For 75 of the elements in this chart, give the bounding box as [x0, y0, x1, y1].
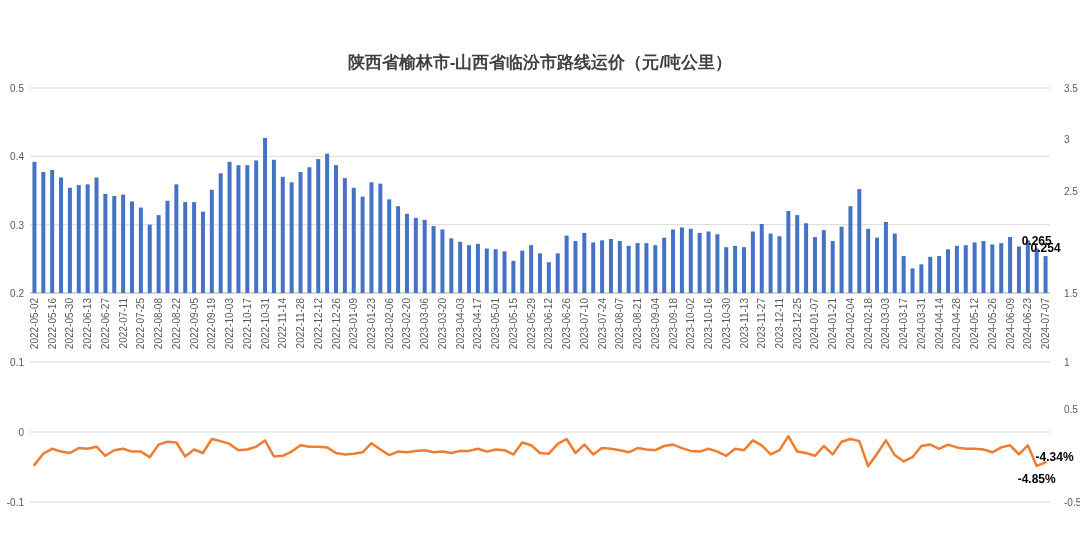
- x-tick-label: 2022-10-03: [224, 297, 236, 350]
- x-tick-label: 2023-12-11: [773, 297, 785, 349]
- x-tick-label: 2022-07-11: [117, 297, 129, 349]
- y-tick-label: 0.5: [10, 83, 25, 94]
- y2-tick-label: 1: [1064, 357, 1070, 368]
- x-tick-label: 2022-12-12: [312, 297, 324, 350]
- data-label: -4.34%: [1035, 450, 1074, 465]
- x-tick-label: 2024-06-23: [1022, 297, 1034, 350]
- x-tick-label: 2023-03-06: [419, 297, 431, 350]
- y2-tick-label: 1.5: [1064, 288, 1079, 299]
- y2-tick-label: 3.5: [1064, 83, 1079, 94]
- x-tick-label: 2023-05-01: [490, 297, 502, 350]
- x-tick-label: 2022-11-14: [277, 297, 289, 349]
- x-tick-label: 2023-11-13: [738, 297, 750, 349]
- x-tick-label: 2024-04-28: [951, 297, 963, 350]
- y-tick-label: 0.3: [10, 219, 25, 231]
- y2-tick-label: 2.5: [1064, 185, 1079, 197]
- x-tick-label: 2024-03-31: [915, 297, 927, 350]
- x-tick-label: 2023-06-26: [561, 297, 573, 350]
- x-tick-label: 2024-05-12: [969, 297, 981, 350]
- x-tick-label: 2022-11-28: [295, 297, 307, 349]
- x-tick-label: 2023-04-03: [454, 297, 466, 350]
- x-tick-label: 2022-09-05: [188, 297, 200, 350]
- x-tick-label: 2022-06-13: [82, 297, 94, 350]
- y-tick-label: 0.1: [10, 357, 25, 368]
- x-tick-label: 2023-10-30: [720, 297, 732, 350]
- x-tick-label: 2022-09-19: [206, 297, 218, 350]
- x-tick-label: 2023-03-20: [436, 297, 448, 350]
- x-tick-label: 2022-06-27: [99, 297, 111, 350]
- x-tick-label: 2022-08-08: [153, 297, 165, 350]
- x-tick-label: 2024-03-03: [880, 297, 892, 350]
- x-tick-label: 2023-07-10: [578, 297, 590, 350]
- y-tick-label: 0.2: [10, 288, 25, 299]
- x-tick-label: 2023-05-15: [507, 297, 519, 350]
- x-tick-label: 2023-06-12: [543, 297, 555, 350]
- y-tick-label: 0: [18, 427, 25, 438]
- x-tick-label: 2024-07-07: [1040, 297, 1052, 350]
- x-tick-label: 2022-05-30: [64, 297, 76, 350]
- x-tick-label: 2024-05-26: [986, 297, 998, 350]
- x-tick-label: 2024-04-14: [933, 297, 945, 350]
- x-tick-label: 2023-08-21: [632, 297, 644, 350]
- x-tick-label: 2024-01-07: [809, 297, 821, 350]
- x-tick-label: 2024-02-18: [862, 297, 874, 350]
- x-tick-label: 2023-12-25: [791, 297, 803, 350]
- x-tick-label: 2023-10-16: [703, 297, 715, 350]
- x-tick-label: 2023-11-27: [756, 297, 768, 349]
- x-tick-label: 2023-09-04: [649, 297, 661, 350]
- x-tick-label: 2023-04-17: [472, 297, 484, 350]
- x-tick-label: 2023-08-07: [614, 297, 626, 350]
- x-tick-label: 2023-10-02: [685, 297, 697, 350]
- x-tick-label: 2024-03-17: [898, 297, 910, 350]
- y-tick-label: -0.1: [6, 497, 25, 508]
- x-tick-label: 2022-08-22: [170, 297, 182, 350]
- x-tick-label: 2023-01-09: [348, 297, 360, 350]
- x-tick-label: 2023-07-24: [596, 297, 608, 350]
- y2-tick-label: 3: [1064, 134, 1070, 146]
- x-tick-label: 2024-06-09: [1004, 297, 1016, 350]
- x-tick-label: 2022-05-16: [46, 297, 58, 350]
- y-tick-label: 0.4: [10, 151, 25, 163]
- x-tick-label: 2022-05-02: [28, 297, 40, 350]
- x-tick-label: 2023-02-06: [383, 297, 395, 350]
- x-tick-label: 2022-12-26: [330, 297, 342, 350]
- x-tick-label: 2024-01-21: [827, 297, 839, 350]
- x-tick-label: 2023-02-20: [401, 297, 413, 350]
- x-tick-label: 2022-10-17: [241, 297, 253, 350]
- x-tick-label: 2023-09-18: [667, 297, 679, 350]
- data-label: -4.85%: [1017, 471, 1057, 486]
- x-tick-label: 2024-02-04: [844, 297, 856, 350]
- x-tick-label: 2023-01-23: [365, 297, 377, 350]
- x-tick-label: 2022-10-31: [259, 297, 271, 350]
- chart-title: 陕西省榆林市-山西省临汾市路线运价（元/吨公里）: [347, 53, 733, 72]
- y2-tick-label: 0.5: [1064, 403, 1079, 415]
- x-tick-label: 2023-05-29: [525, 297, 537, 350]
- x-tick-label: 2022-07-25: [135, 297, 147, 350]
- y2-tick-label: -0.5: [1064, 497, 1080, 508]
